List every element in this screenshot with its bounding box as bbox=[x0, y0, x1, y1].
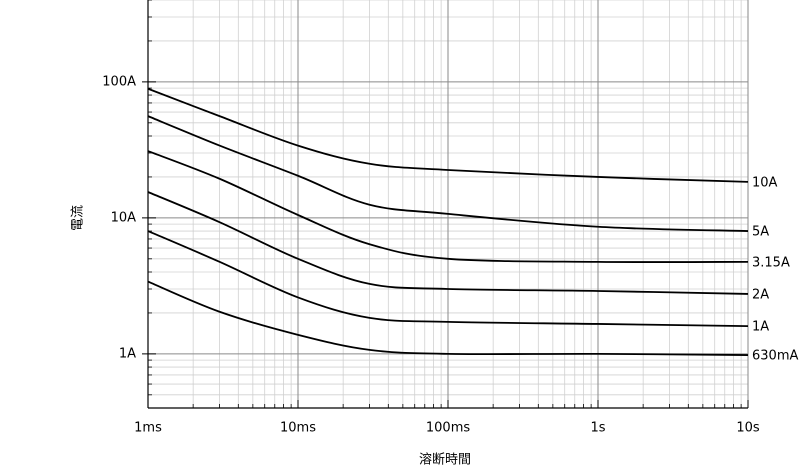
x-tick-label: 10ms bbox=[280, 421, 316, 436]
x-tick-label: 100ms bbox=[426, 421, 470, 436]
series-label: 2A bbox=[752, 287, 769, 302]
x-tick-label: 10s bbox=[736, 421, 760, 436]
curve bbox=[147, 230, 749, 328]
curve bbox=[147, 87, 749, 183]
curve bbox=[147, 115, 749, 232]
y-tick-label: 1A bbox=[119, 346, 136, 361]
x-tick-label: 1ms bbox=[134, 421, 162, 436]
curve bbox=[147, 280, 749, 356]
series-label: 3.15A bbox=[752, 255, 790, 270]
series-label: 5A bbox=[752, 225, 769, 240]
x-tick-label: 1s bbox=[590, 421, 605, 436]
series-label: 630mA bbox=[752, 349, 798, 364]
y-axis-title: 電流 bbox=[71, 205, 86, 231]
y-tick-label: 100A bbox=[102, 74, 136, 89]
y-tick-label: 10A bbox=[111, 210, 137, 225]
x-axis-title: 溶断時間 bbox=[419, 453, 471, 467]
series-label: 1A bbox=[752, 320, 769, 335]
curve bbox=[147, 191, 749, 295]
curve bbox=[147, 150, 749, 263]
series-label: 10A bbox=[752, 175, 778, 190]
